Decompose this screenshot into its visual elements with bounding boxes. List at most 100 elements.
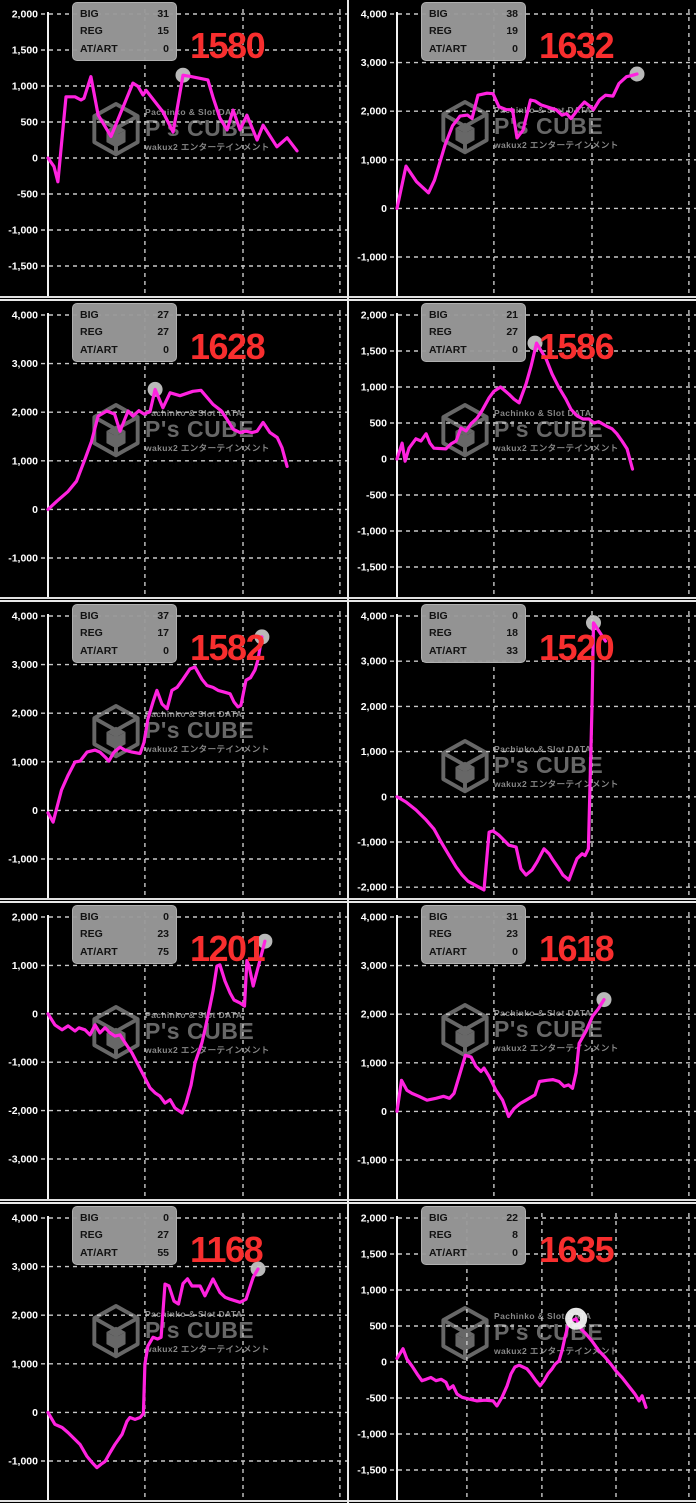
- reg-count-row: REG 17: [73, 627, 176, 639]
- payout-trend-line: [395, 341, 635, 471]
- y-axis-label: 4,000: [12, 1213, 38, 1225]
- y-axis-label: 2,000: [12, 407, 38, 419]
- at-art-label: AT/ART: [429, 344, 467, 357]
- bonus-counter-box: BIG 27 REG 27 AT/ART 0: [72, 303, 177, 362]
- y-axis-label: 2,000: [361, 1009, 387, 1021]
- total-games-count: 1632: [539, 25, 615, 66]
- y-axis-label: 1,000: [361, 1285, 387, 1297]
- watermark-text-block: Pachinko & Slot DATA P's CUBE wakux2 エンタ…: [145, 1010, 270, 1055]
- y-axis-label: 0: [381, 203, 387, 215]
- y-axis-label: 1,000: [361, 1057, 387, 1069]
- watermark-subtitle: wakux2 エンターテインメント: [494, 778, 619, 789]
- big-count-row: BIG 21: [422, 309, 525, 321]
- y-axis-label: 1,000: [12, 1358, 38, 1370]
- at-art-value: 33: [506, 645, 518, 658]
- reg-label: REG: [80, 627, 103, 640]
- ps-cube-logo-icon: [441, 1306, 489, 1361]
- at-art-value: 0: [163, 645, 169, 658]
- y-axis-label: 500: [369, 418, 387, 430]
- watermark-subtitle: wakux2 エンターテインメント: [145, 1343, 270, 1354]
- at-art-count-row: AT/ART 55: [73, 1247, 176, 1259]
- reg-value: 27: [506, 326, 518, 339]
- at-art-label: AT/ART: [80, 645, 118, 658]
- ps-cube-watermark: Pachinko & Slot DATA P's CUBE wakux2 エンタ…: [90, 1005, 270, 1061]
- total-games-count: 1201: [190, 928, 266, 969]
- y-axis-label: 2,000: [12, 1310, 38, 1322]
- y-axis-label: 1,000: [12, 756, 38, 768]
- big-label: BIG: [80, 910, 99, 923]
- at-art-count-row: AT/ART 0: [422, 1247, 525, 1259]
- reg-count-row: REG 23: [422, 928, 525, 940]
- total-games-count: 1618: [539, 928, 615, 969]
- reg-value: 27: [157, 1229, 169, 1242]
- y-axis-label: 4,000: [361, 912, 387, 924]
- payout-trend-line: [46, 635, 264, 824]
- reg-count-row: REG 27: [73, 326, 176, 338]
- total-games-count: 1628: [190, 326, 266, 367]
- slot-data-panel: 2,000 1,500 1,000 500 0 -500 -1,000 -1,500 Pach…: [349, 1204, 696, 1503]
- y-axis-label: 0: [32, 1407, 38, 1419]
- y-axis-label: 2,000: [361, 1213, 387, 1225]
- slot-data-panel: 4,000 3,000 2,000 1,000 0 -1,000 Pachinko & S…: [349, 903, 696, 1202]
- big-label: BIG: [429, 609, 448, 622]
- total-games-count: 1168: [190, 1229, 264, 1270]
- bonus-counter-box: BIG 38 REG 19 AT/ART 0: [421, 2, 526, 61]
- reg-label: REG: [429, 1229, 452, 1242]
- watermark-brand: P's CUBE: [145, 1018, 255, 1045]
- big-value: 22: [506, 1211, 518, 1224]
- watermark-text-block: Pachinko & Slot DATA P's CUBE wakux2 エンタ…: [145, 1309, 270, 1354]
- big-count-row: BIG 22: [422, 1212, 525, 1224]
- bonus-counter-box: BIG 0 REG 23 AT/ART 75: [72, 905, 177, 964]
- y-axis-label: 500: [369, 1321, 387, 1333]
- y-axis-label: -500: [366, 1393, 387, 1405]
- peak-ring-marker: [565, 1307, 588, 1330]
- at-art-value: 0: [163, 344, 169, 357]
- watermark-tagline: Pachinko & Slot DATA: [494, 744, 592, 755]
- at-art-label: AT/ART: [80, 1247, 118, 1260]
- y-axis-label: -3,000: [8, 1154, 38, 1166]
- at-art-label: AT/ART: [429, 1247, 467, 1260]
- reg-value: 23: [506, 928, 518, 941]
- y-axis-label: 0: [381, 454, 387, 466]
- watermark-subtitle: wakux2 エンターテインメント: [145, 141, 270, 152]
- big-value: 38: [506, 7, 518, 20]
- reg-count-row: REG 15: [73, 25, 176, 37]
- reg-value: 17: [157, 627, 169, 640]
- reg-value: 23: [157, 928, 169, 941]
- reg-value: 15: [157, 25, 169, 38]
- reg-value: 8: [512, 1229, 518, 1242]
- y-axis-label: -500: [17, 189, 38, 201]
- y-axis-label: 0: [32, 1008, 38, 1020]
- bonus-counter-box: BIG 0 REG 27 AT/ART 55: [72, 1206, 177, 1265]
- y-axis-label: -1,500: [8, 261, 38, 273]
- reg-label: REG: [429, 627, 452, 640]
- y-axis-label: 0: [32, 805, 38, 817]
- y-axis-label: 1,000: [12, 960, 38, 972]
- reg-value: 19: [506, 25, 518, 38]
- y-axis-label: 3,000: [12, 358, 38, 370]
- at-art-value: 0: [512, 946, 518, 959]
- y-axis-label: 2,000: [12, 912, 38, 924]
- reg-label: REG: [80, 1229, 103, 1242]
- y-axis-label: 500: [20, 117, 38, 129]
- at-art-count-row: AT/ART 75: [73, 946, 176, 958]
- slot-data-panel: 2,000 1,500 1,000 500 0 -500 -1,000 -1,500 Pach…: [349, 301, 696, 600]
- bonus-counter-box: BIG 0 REG 18 AT/ART 33: [421, 604, 526, 663]
- at-art-label: AT/ART: [429, 946, 467, 959]
- big-label: BIG: [80, 308, 99, 321]
- big-label: BIG: [429, 1211, 448, 1224]
- y-axis-label: -1,500: [357, 562, 387, 574]
- big-value: 31: [157, 7, 169, 20]
- watermark-brand: P's CUBE: [145, 416, 255, 443]
- watermark-brand: P's CUBE: [145, 717, 255, 744]
- watermark-tagline: Pachinko & Slot DATA: [494, 408, 592, 419]
- big-label: BIG: [80, 7, 99, 20]
- reg-count-row: REG 19: [422, 25, 525, 37]
- at-art-value: 0: [512, 1247, 518, 1260]
- at-art-value: 75: [157, 946, 169, 959]
- at-art-count-row: AT/ART 0: [73, 344, 176, 356]
- watermark-tagline: Pachinko & Slot DATA: [145, 709, 243, 720]
- y-axis-label: 3,000: [361, 57, 387, 69]
- watermark-brand: P's CUBE: [145, 1317, 255, 1344]
- slump-graph: 2,000 1,500 1,000 500 0 -500 -1,000 -1,500: [349, 1213, 696, 1502]
